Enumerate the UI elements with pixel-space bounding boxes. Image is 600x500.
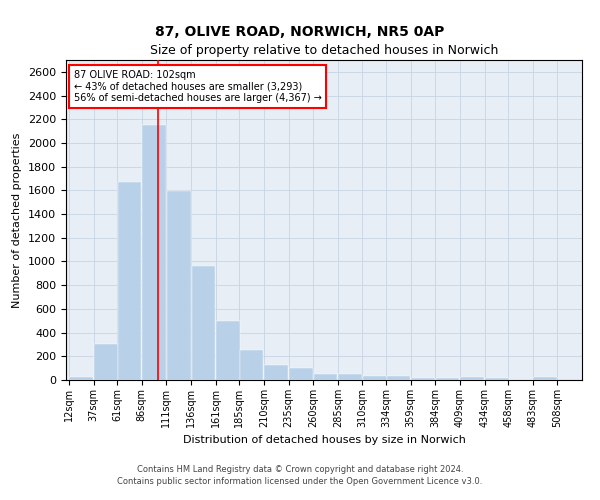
Bar (216, 320, 240, 380)
Bar (289, 368, 313, 380)
X-axis label: Distribution of detached houses by size in Norwich: Distribution of detached houses by size … (182, 436, 466, 446)
Bar (460, 377, 484, 380)
Bar (314, 374, 337, 380)
Bar (436, 378, 460, 380)
Bar (386, 376, 410, 380)
Bar (70, 377, 93, 380)
Bar (191, 266, 215, 380)
Bar (411, 378, 435, 380)
Bar (265, 365, 288, 380)
Text: Contains public sector information licensed under the Open Government Licence v3: Contains public sector information licen… (118, 476, 482, 486)
Bar (167, 191, 191, 380)
Bar (240, 350, 263, 380)
Bar (94, 344, 118, 380)
Text: 87, OLIVE ROAD, NORWICH, NR5 0AP: 87, OLIVE ROAD, NORWICH, NR5 0AP (155, 26, 445, 40)
Bar (533, 377, 557, 380)
Bar (485, 378, 509, 380)
Y-axis label: Number of detached properties: Number of detached properties (13, 132, 22, 308)
Bar (363, 376, 386, 380)
Text: 87 OLIVE ROAD: 102sqm
← 43% of detached houses are smaller (3,293)
56% of semi-d: 87 OLIVE ROAD: 102sqm ← 43% of detached … (74, 70, 322, 103)
Text: Contains HM Land Registry data © Crown copyright and database right 2024.: Contains HM Land Registry data © Crown c… (137, 466, 463, 474)
Bar (338, 374, 362, 380)
Bar (142, 125, 166, 380)
Bar (118, 182, 142, 380)
Title: Size of property relative to detached houses in Norwich: Size of property relative to detached ho… (150, 44, 498, 58)
